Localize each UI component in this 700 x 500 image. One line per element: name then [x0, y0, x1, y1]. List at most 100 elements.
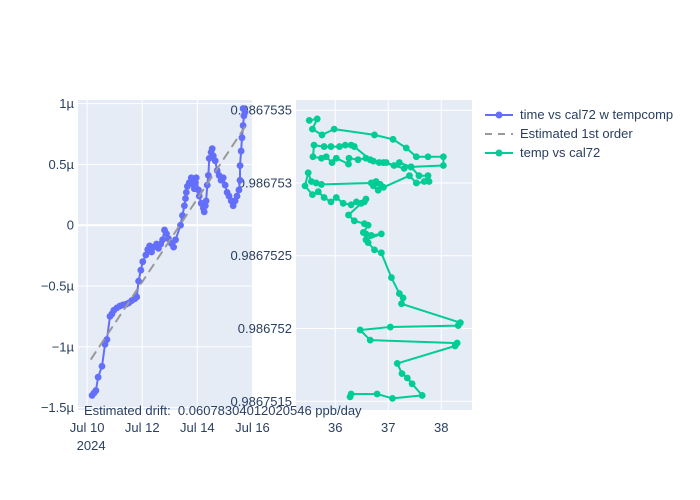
series-marker-temp-vs-cal72 [439, 153, 447, 161]
y-tick-label: 0.5µ [48, 157, 74, 172]
series-marker-temp-vs-cal72 [415, 172, 423, 180]
series-marker-temp-vs-cal72 [388, 274, 395, 281]
series-marker-temp-vs-cal72 [318, 181, 325, 188]
y-tick-label: 0.9867535 [231, 103, 292, 118]
series-marker-time-vs-cal72-w-tempcomp [135, 277, 143, 285]
y-tick-label: 0.986752 [238, 321, 292, 336]
series-marker-time-vs-cal72-w-tempcomp [182, 188, 190, 196]
series-marker-time-vs-cal72-w-tempcomp [180, 202, 188, 210]
series-marker-temp-vs-cal72 [398, 370, 406, 378]
series-marker-time-vs-cal72-w-tempcomp [187, 174, 195, 182]
series-marker-temp-vs-cal72 [420, 178, 428, 185]
series-marker-temp-vs-cal72 [327, 198, 335, 206]
left-plot-background [78, 100, 253, 410]
y-tick-label: 0.9867525 [231, 248, 292, 263]
series-marker-temp-vs-cal72 [380, 159, 387, 166]
series-marker-temp-vs-cal72 [406, 172, 413, 180]
series-marker-temp-vs-cal72 [367, 179, 375, 187]
x-tick-label: Jul 14 [180, 420, 215, 435]
series-marker-temp-vs-cal72 [393, 360, 401, 367]
series-marker-temp-vs-cal72 [395, 159, 403, 166]
legend-label: Estimated 1st order [520, 126, 633, 141]
series-marker-time-vs-cal72-w-tempcomp [200, 208, 208, 216]
series-marker-time-vs-cal72-w-tempcomp [137, 266, 145, 274]
y-tick-label: −0.5µ [41, 279, 75, 294]
series-marker-temp-vs-cal72 [386, 323, 394, 331]
legend-marker-sample [495, 111, 503, 118]
series-marker-time-vs-cal72-w-tempcomp [92, 387, 100, 394]
series-marker-temp-vs-cal72 [377, 249, 385, 257]
y-tick-label: 0.986753 [238, 175, 292, 190]
series-marker-time-vs-cal72-w-tempcomp [235, 186, 243, 194]
series-marker-temp-vs-cal72 [377, 230, 385, 238]
series-marker-time-vs-cal72-w-tempcomp [192, 174, 200, 182]
series-marker-time-vs-cal72-w-tempcomp [133, 293, 141, 301]
x-tick-label: Jul 10 [70, 420, 105, 435]
series-marker-temp-vs-cal72 [304, 169, 312, 177]
series-marker-temp-vs-cal72 [454, 322, 462, 329]
series-marker-temp-vs-cal72 [364, 239, 372, 247]
x-tick-label: Jul 16 [235, 420, 270, 435]
legend-item-time-vs-cal72-w-tempcomp[interactable]: time vs cal72 w tempcomp [484, 105, 673, 124]
x-tick-label: Jul 12 [125, 420, 160, 435]
series-marker-time-vs-cal72-w-tempcomp [142, 251, 150, 259]
legend-label: time vs cal72 w tempcomp [520, 107, 674, 122]
series-marker-temp-vs-cal72 [350, 143, 358, 150]
series-marker-time-vs-cal72-w-tempcomp [233, 192, 241, 200]
legend-marker-sample [495, 149, 503, 156]
dashed-line-sample-icon [485, 132, 513, 135]
series-marker-time-vs-cal72-w-tempcomp [195, 186, 202, 194]
y-tick-label: 0.9867515 [231, 394, 292, 409]
series-marker-temp-vs-cal72 [362, 230, 370, 238]
series-marker-temp-vs-cal72 [364, 221, 372, 229]
series-marker-temp-vs-cal72 [307, 178, 315, 185]
legend-item-estimated-1st-order[interactable]: Estimated 1st order [484, 124, 673, 143]
line-marker-sample-icon [485, 111, 513, 118]
x-tick-sublabel: 2024 [77, 438, 106, 453]
series-marker-temp-vs-cal72 [327, 143, 335, 150]
series-marker-time-vs-cal72-w-tempcomp [241, 108, 249, 116]
series-marker-temp-vs-cal72 [309, 125, 316, 133]
series-marker-time-vs-cal72-w-tempcomp [94, 373, 102, 381]
series-marker-temp-vs-cal72 [305, 116, 313, 124]
series-marker-temp-vs-cal72 [407, 163, 415, 171]
series-marker-temp-vs-cal72 [345, 211, 352, 219]
series-marker-temp-vs-cal72 [332, 194, 340, 201]
y-tick-label: 0 [67, 218, 74, 233]
series-marker-temp-vs-cal72 [332, 154, 340, 162]
series-marker-temp-vs-cal72 [399, 294, 407, 302]
x-tick-label: 37 [381, 420, 395, 435]
series-marker-temp-vs-cal72 [398, 300, 405, 308]
series-marker-temp-vs-cal72 [412, 153, 420, 161]
series-marker-temp-vs-cal72 [301, 182, 309, 190]
series-marker-temp-vs-cal72 [347, 201, 355, 209]
series-marker-time-vs-cal72-w-tempcomp [221, 181, 229, 189]
series-marker-temp-vs-cal72 [346, 393, 354, 401]
series-marker-temp-vs-cal72 [336, 143, 343, 150]
series-marker-temp-vs-cal72 [451, 342, 459, 350]
series-marker-time-vs-cal72-w-tempcomp [159, 236, 167, 244]
legend-item-temp-vs-cal72[interactable]: temp vs cal72 [484, 143, 673, 162]
series-marker-temp-vs-cal72 [390, 162, 398, 169]
y-tick-label: −1.5µ [41, 400, 75, 415]
series-marker-time-vs-cal72-w-tempcomp [203, 181, 211, 189]
series-marker-time-vs-cal72-w-tempcomp [139, 258, 147, 266]
series-marker-time-vs-cal72-w-tempcomp [211, 157, 219, 165]
series-marker-temp-vs-cal72 [310, 141, 318, 149]
series-marker-temp-vs-cal72 [389, 135, 397, 143]
series-marker-temp-vs-cal72 [371, 246, 378, 254]
series-marker-time-vs-cal72-w-tempcomp [238, 134, 246, 142]
series-marker-time-vs-cal72-w-tempcomp [236, 176, 244, 184]
series-marker-temp-vs-cal72 [367, 231, 375, 239]
series-marker-time-vs-cal72-w-tempcomp [202, 197, 210, 205]
series-marker-temp-vs-cal72 [424, 172, 432, 180]
drift-annotation: Estimated drift: 0.06078304012020546 ppb… [84, 403, 362, 418]
series-marker-temp-vs-cal72 [425, 178, 433, 185]
legend-label: temp vs cal72 [520, 145, 601, 160]
series-marker-temp-vs-cal72 [366, 156, 374, 164]
series-marker-temp-vs-cal72 [424, 153, 432, 161]
x-tick-label: 36 [328, 420, 342, 435]
series-marker-temp-vs-cal72 [356, 326, 364, 334]
